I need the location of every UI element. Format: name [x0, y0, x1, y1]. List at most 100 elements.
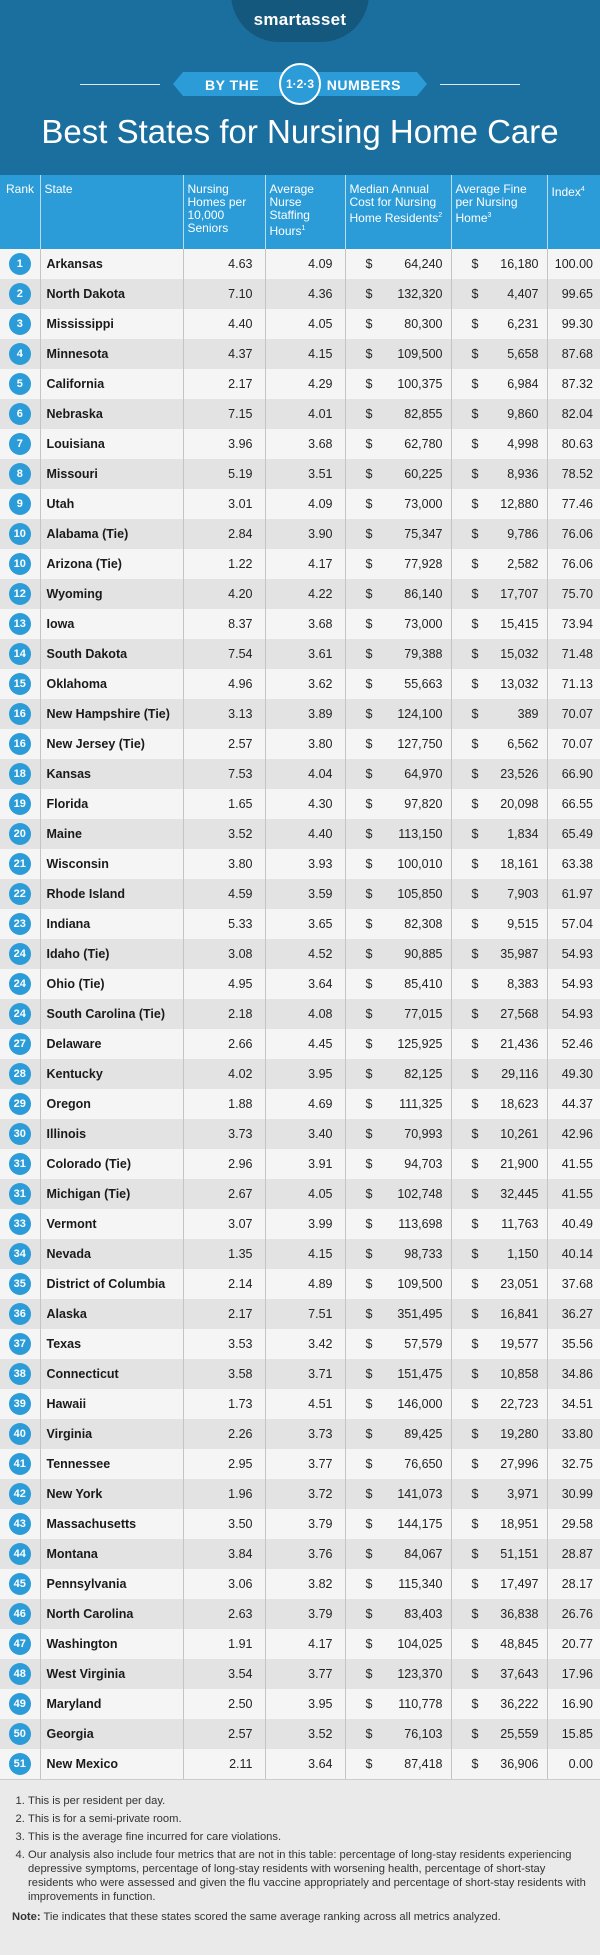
table-row: 31 Michigan (Tie) 2.67 4.05 $102,748 $32,445 4… — [0, 1179, 600, 1209]
currency-symbol: $ — [365, 617, 373, 631]
fine-cell: $8,383 — [450, 969, 547, 999]
index-cell: 15.85 — [546, 1719, 600, 1749]
cost-cell: $144,175 — [344, 1509, 451, 1539]
fine-value: 11,763 — [501, 1217, 539, 1231]
state-cell: New Jersey (Tie) — [39, 729, 183, 759]
fine-value: 1,150 — [507, 1247, 539, 1261]
cost-cell: $115,340 — [344, 1569, 451, 1599]
staffing-cell: 3.82 — [264, 1569, 345, 1599]
cost-cell: $87,418 — [344, 1749, 451, 1779]
currency-symbol: $ — [365, 1607, 373, 1621]
cost-value: 100,010 — [397, 857, 443, 871]
staffing-cell: 4.40 — [264, 819, 345, 849]
homes-cell: 2.50 — [182, 1689, 265, 1719]
index-cell: 20.77 — [546, 1629, 600, 1659]
currency-symbol: $ — [471, 1067, 479, 1081]
col-header-index: Index4 — [546, 175, 600, 249]
state-cell: Virginia — [39, 1419, 183, 1449]
table-row: 16 New Hampshire (Tie) 3.13 3.89 $124,100 $38… — [0, 699, 600, 729]
state-cell: Massachusetts — [39, 1509, 183, 1539]
cost-cell: $125,925 — [344, 1029, 451, 1059]
currency-symbol: $ — [365, 557, 373, 571]
rank-cell: 31 — [0, 1179, 40, 1209]
currency-symbol: $ — [471, 1637, 479, 1651]
note-label: Note: — [12, 1911, 41, 1923]
currency-symbol: $ — [365, 977, 373, 991]
fine-value: 3,971 — [507, 1487, 539, 1501]
homes-cell: 2.63 — [182, 1599, 265, 1629]
cost-cell: $113,698 — [344, 1209, 451, 1239]
rank-cell: 16 — [0, 699, 40, 729]
currency-symbol: $ — [365, 1667, 373, 1681]
cost-value: 77,928 — [404, 557, 443, 571]
currency-symbol: $ — [471, 1007, 479, 1021]
currency-symbol: $ — [471, 767, 479, 781]
cost-cell: $141,073 — [344, 1479, 451, 1509]
cost-cell: $113,150 — [344, 819, 451, 849]
currency-symbol: $ — [365, 1427, 373, 1441]
rank-badge: 12 — [8, 583, 31, 605]
fine-cell: $36,222 — [450, 1689, 547, 1719]
currency-symbol: $ — [471, 1667, 479, 1681]
fine-value: 18,951 — [500, 1517, 539, 1531]
fine-value: 8,936 — [507, 467, 539, 481]
fine-value: 35,987 — [500, 947, 539, 961]
currency-symbol: $ — [471, 827, 479, 841]
currency-symbol: $ — [471, 1217, 479, 1231]
index-cell: 87.68 — [546, 339, 600, 369]
cost-cell: $80,300 — [344, 309, 451, 339]
col-header-fine: Average Fine per Nursing Home3 — [450, 175, 547, 249]
fine-cell: $4,407 — [450, 279, 547, 309]
col-header-cost: Median Annual Cost for Nursing Home Resi… — [344, 175, 451, 249]
state-cell: Georgia — [39, 1719, 183, 1749]
state-cell: Mississippi — [39, 309, 183, 339]
page-header: smartasset BY THE 1·2·3 NUMBERS Best Sta… — [0, 0, 600, 175]
col-header-homes: Nursing Homes per 10,000 Seniors — [182, 175, 265, 249]
cost-value: 62,780 — [404, 437, 443, 451]
rank-badge: 22 — [8, 883, 31, 905]
rank-cell: 24 — [0, 969, 40, 999]
staffing-cell: 4.15 — [264, 339, 345, 369]
fine-value: 21,900 — [500, 1157, 539, 1171]
cost-value: 90,885 — [404, 947, 443, 961]
currency-symbol: $ — [471, 1757, 479, 1771]
rank-badge: 38 — [8, 1363, 31, 1385]
fine-value: 21,436 — [500, 1037, 539, 1051]
cost-cell: $75,347 — [344, 519, 451, 549]
homes-cell: 4.63 — [182, 249, 265, 279]
table-row: 8 Missouri 5.19 3.51 $60,225 $8,936 78.52 — [0, 459, 600, 489]
rank-badge: 27 — [8, 1033, 31, 1055]
staffing-cell: 4.15 — [264, 1239, 345, 1269]
table-row: 12 Wyoming 4.20 4.22 $86,140 $17,707 75.70 — [0, 579, 600, 609]
table-header-row: Rank State Nursing Homes per 10,000 Seni… — [0, 175, 600, 249]
homes-cell: 3.08 — [182, 939, 265, 969]
table-row: 34 Nevada 1.35 4.15 $98,733 $1,150 40.14 — [0, 1239, 600, 1269]
state-cell: Colorado (Tie) — [39, 1149, 183, 1179]
currency-symbol: $ — [365, 707, 373, 721]
numbers-badge-icon: 1·2·3 — [279, 63, 321, 105]
table-row: 9 Utah 3.01 4.09 $73,000 $12,880 77.46 — [0, 489, 600, 519]
table-row: 10 Alabama (Tie) 2.84 3.90 $75,347 $9,786 76.0… — [0, 519, 600, 549]
rank-badge: 41 — [8, 1453, 31, 1475]
rank-cell: 22 — [0, 879, 40, 909]
currency-symbol: $ — [471, 497, 479, 511]
table-row: 45 Pennsylvania 3.06 3.82 $115,340 $17,497 28.… — [0, 1569, 600, 1599]
rank-cell: 43 — [0, 1509, 40, 1539]
cost-cell: $97,820 — [344, 789, 451, 819]
smartasset-logo: smartasset — [253, 10, 347, 29]
cost-value: 127,750 — [397, 737, 443, 751]
rank-badge: 35 — [8, 1273, 31, 1295]
staffing-cell: 3.68 — [264, 429, 345, 459]
currency-symbol: $ — [471, 1457, 479, 1471]
rank-badge: 16 — [8, 733, 31, 755]
currency-symbol: $ — [365, 1037, 373, 1051]
rank-cell: 40 — [0, 1419, 40, 1449]
rank-cell: 14 — [0, 639, 40, 669]
rank-cell: 31 — [0, 1149, 40, 1179]
homes-cell: 2.14 — [182, 1269, 265, 1299]
fine-cell: $9,860 — [450, 399, 547, 429]
cost-value: 87,418 — [404, 1757, 443, 1771]
staffing-cell: 4.29 — [264, 369, 345, 399]
cost-value: 104,025 — [397, 1637, 443, 1651]
staffing-cell: 4.08 — [264, 999, 345, 1029]
